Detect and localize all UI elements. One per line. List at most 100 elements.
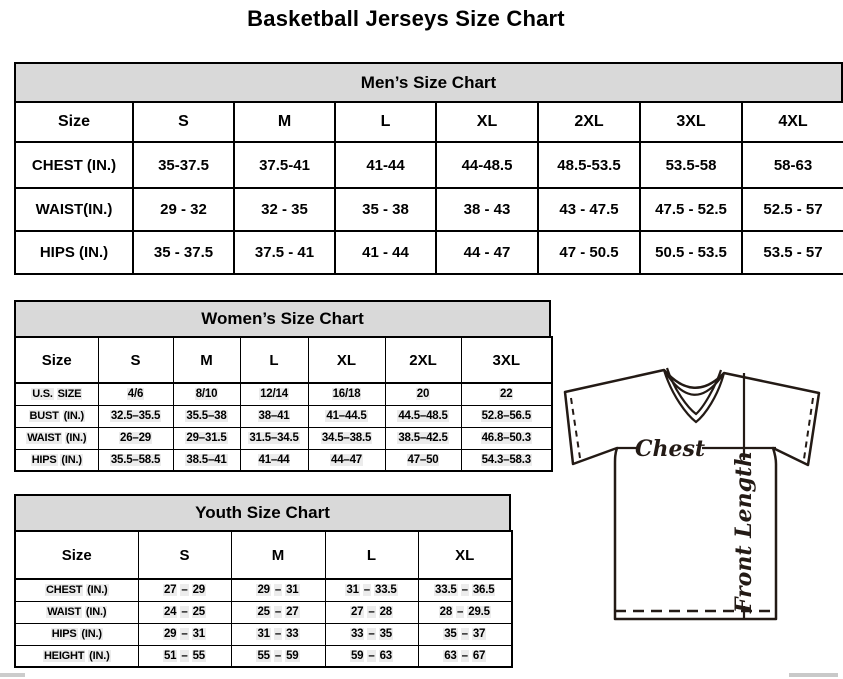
table-header-row: Size S M L XL 2XL 3XL bbox=[14, 336, 553, 384]
page-title: Basketball Jerseys Size Chart bbox=[247, 6, 565, 31]
table-cell: 48.5-53.5 bbox=[537, 141, 641, 189]
table-row: CHEST (IN.) 27 – 29 29 – 31 31 – 33.5 33… bbox=[14, 578, 513, 602]
table-cell: 44 - 47 bbox=[435, 230, 539, 275]
row-label: HEIGHT (IN.) bbox=[14, 644, 139, 668]
table-cell: 25 – 27 bbox=[230, 600, 326, 624]
table-cell: 52.8–56.5 bbox=[460, 404, 553, 428]
table-row: CHEST (IN.) 35-37.5 37.5-41 41-44 44-48.… bbox=[14, 141, 843, 189]
youth-chart-table: Size S M L XL CHEST (IN.) 27 – 29 29 – 3… bbox=[14, 530, 513, 668]
column-header: S bbox=[97, 336, 174, 384]
table-cell: 8/10 bbox=[172, 382, 241, 406]
table-cell: 31 – 33.5 bbox=[324, 578, 419, 602]
row-label: BUST (IN.) bbox=[14, 404, 99, 428]
table-cell: 27 – 28 bbox=[324, 600, 419, 624]
table-cell: 41-44 bbox=[334, 141, 437, 189]
row-label: WAIST (IN.) bbox=[14, 426, 99, 450]
row-label: HIPS (IN.) bbox=[14, 448, 99, 472]
mens-chart-table: Size S M L XL 2XL 3XL 4XL CHEST (IN.) 35… bbox=[14, 101, 843, 275]
table-cell: 37.5-41 bbox=[233, 141, 336, 189]
table-cell: 34.5–38.5 bbox=[307, 426, 386, 450]
table-row: HEIGHT (IN.) 51 – 55 55 – 59 59 – 63 63 … bbox=[14, 644, 513, 668]
horizontal-scrollbar-right[interactable] bbox=[789, 673, 838, 677]
column-header: S bbox=[137, 530, 232, 580]
front-length-label: Front Length bbox=[731, 451, 757, 614]
table-cell: 59 – 63 bbox=[324, 644, 419, 668]
column-header: 3XL bbox=[460, 336, 553, 384]
row-label: HIPS (IN.) bbox=[14, 230, 134, 275]
mens-chart-title: Men’s Size Chart bbox=[14, 62, 843, 103]
table-cell: 38–41 bbox=[239, 404, 309, 428]
womens-chart-title: Women’s Size Chart bbox=[14, 300, 551, 338]
table-cell: 29–31.5 bbox=[172, 426, 241, 450]
table-cell: 29 – 31 bbox=[230, 578, 326, 602]
table-row: HIPS (IN.) 35 - 37.5 37.5 - 41 41 - 44 4… bbox=[14, 230, 843, 275]
table-cell: 41–44.5 bbox=[307, 404, 386, 428]
column-header: XL bbox=[307, 336, 386, 384]
table-cell: 31.5–34.5 bbox=[239, 426, 309, 450]
table-cell: 29 – 31 bbox=[137, 622, 232, 646]
column-header: M bbox=[172, 336, 241, 384]
table-cell: 55 – 59 bbox=[230, 644, 326, 668]
womens-size-chart: Women’s Size Chart Size S M L XL 2XL 3XL… bbox=[14, 300, 553, 472]
vneck-collar bbox=[662, 367, 726, 424]
table-cell: 47 - 50.5 bbox=[537, 230, 641, 275]
table-row: WAIST(IN.) 29 - 32 32 - 35 35 - 38 38 - … bbox=[14, 187, 843, 232]
table-cell: 54.3–58.3 bbox=[460, 448, 553, 472]
table-cell: 43 - 47.5 bbox=[537, 187, 641, 232]
table-cell: 12/14 bbox=[239, 382, 309, 406]
table-row: WAIST (IN.) 24 – 25 25 – 27 27 – 28 28 –… bbox=[14, 600, 513, 624]
table-cell: 50.5 - 53.5 bbox=[639, 230, 743, 275]
table-header-row: Size S M L XL bbox=[14, 530, 513, 580]
column-header: S bbox=[132, 101, 235, 143]
womens-chart-table: Size S M L XL 2XL 3XL U.S. SIZE 4/6 8/10… bbox=[14, 336, 553, 472]
column-header: Size bbox=[14, 336, 99, 384]
table-cell: 63 – 67 bbox=[417, 644, 513, 668]
table-cell: 22 bbox=[460, 382, 553, 406]
table-cell: 32.5–35.5 bbox=[97, 404, 174, 428]
column-header: 4XL bbox=[741, 101, 843, 143]
table-cell: 28 – 29.5 bbox=[417, 600, 513, 624]
table-cell: 38.5–41 bbox=[172, 448, 241, 472]
table-cell: 4/6 bbox=[97, 382, 174, 406]
table-cell: 46.8–50.3 bbox=[460, 426, 553, 450]
table-cell: 33.5 – 36.5 bbox=[417, 578, 513, 602]
table-cell: 29 - 32 bbox=[132, 187, 235, 232]
table-row: WAIST (IN.) 26–29 29–31.5 31.5–34.5 34.5… bbox=[14, 426, 553, 450]
chest-label: Chest bbox=[635, 436, 705, 462]
table-header-row: Size S M L XL 2XL 3XL 4XL bbox=[14, 101, 843, 143]
table-cell: 16/18 bbox=[307, 382, 386, 406]
table-cell: 53.5-58 bbox=[639, 141, 743, 189]
table-cell: 38.5–42.5 bbox=[384, 426, 462, 450]
table-cell: 35 - 38 bbox=[334, 187, 437, 232]
table-cell: 41 - 44 bbox=[334, 230, 437, 275]
table-row: BUST (IN.) 32.5–35.5 35.5–38 38–41 41–44… bbox=[14, 404, 553, 428]
horizontal-scrollbar-left[interactable] bbox=[0, 673, 25, 677]
table-cell: 44.5–48.5 bbox=[384, 404, 462, 428]
table-cell: 37.5 - 41 bbox=[233, 230, 336, 275]
table-cell: 38 - 43 bbox=[435, 187, 539, 232]
column-header: XL bbox=[435, 101, 539, 143]
table-cell: 35.5–58.5 bbox=[97, 448, 174, 472]
table-cell: 52.5 - 57 bbox=[741, 187, 843, 232]
youth-chart-title: Youth Size Chart bbox=[14, 494, 511, 532]
table-cell: 58-63 bbox=[741, 141, 843, 189]
row-label: HIPS (IN.) bbox=[14, 622, 139, 646]
row-label: WAIST(IN.) bbox=[14, 187, 134, 232]
row-label: CHEST (IN.) bbox=[14, 141, 134, 189]
row-label: CHEST (IN.) bbox=[14, 578, 139, 602]
table-cell: 35 - 37.5 bbox=[132, 230, 235, 275]
table-cell: 44-48.5 bbox=[435, 141, 539, 189]
table-cell: 51 – 55 bbox=[137, 644, 232, 668]
row-label: WAIST (IN.) bbox=[14, 600, 139, 624]
column-header: 3XL bbox=[639, 101, 743, 143]
table-cell: 33 – 35 bbox=[324, 622, 419, 646]
column-header: M bbox=[233, 101, 336, 143]
table-row: U.S. SIZE 4/6 8/10 12/14 16/18 20 22 bbox=[14, 382, 553, 406]
column-header: 2XL bbox=[537, 101, 641, 143]
jersey-measurement-diagram: Chest Front Length bbox=[563, 367, 821, 621]
column-header: L bbox=[324, 530, 419, 580]
column-header: Size bbox=[14, 530, 139, 580]
column-header: 2XL bbox=[384, 336, 462, 384]
table-cell: 31 – 33 bbox=[230, 622, 326, 646]
table-cell: 53.5 - 57 bbox=[741, 230, 843, 275]
